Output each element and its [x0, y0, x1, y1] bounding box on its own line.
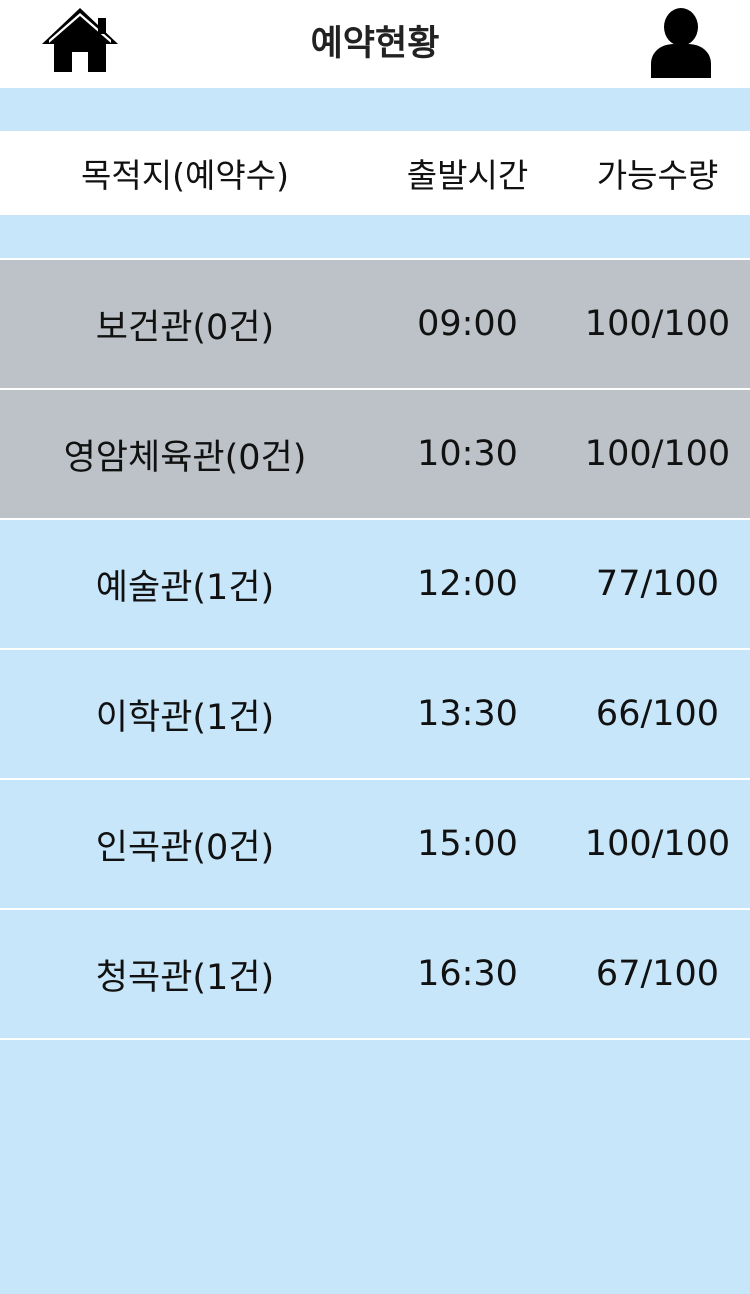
table-bottom-divider — [0, 1038, 750, 1040]
column-header-capacity: 가능수량 — [596, 156, 719, 195]
table-row[interactable]: 보건관(0건) 09:00 100/100 — [0, 258, 750, 388]
column-header-destination: 목적지(예약수) — [81, 156, 289, 195]
destination-cell: 영암체육관(0건) — [63, 437, 307, 478]
destination-cell: 청곡관(1건) — [95, 957, 275, 998]
destination-cell: 인곡관(0건) — [95, 827, 275, 868]
table-row[interactable]: 영암체육관(0건) 10:30 100/100 — [0, 388, 750, 518]
capacity-cell: 77/100 — [595, 564, 720, 604]
capacity-cell: 67/100 — [595, 954, 720, 994]
table-row[interactable]: 청곡관(1건) 16:30 67/100 — [0, 908, 750, 1038]
departure-cell: 09:00 — [417, 304, 518, 344]
departure-cell: 15:00 — [417, 824, 518, 864]
reservation-table: 보건관(0건) 09:00 100/100 영암체육관(0건) 10:30 10… — [0, 258, 750, 1040]
departure-cell: 12:00 — [417, 564, 518, 604]
table-row[interactable]: 이학관(1건) 13:30 66/100 — [0, 648, 750, 778]
capacity-cell: 66/100 — [595, 694, 720, 734]
capacity-cell: 100/100 — [584, 824, 731, 864]
departure-cell: 16:30 — [417, 954, 518, 994]
top-bar: 예약현황 — [0, 0, 750, 88]
departure-cell: 10:30 — [417, 434, 518, 474]
profile-button[interactable] — [648, 6, 714, 80]
capacity-cell: 100/100 — [584, 304, 731, 344]
destination-cell: 보건관(0건) — [95, 307, 275, 348]
departure-cell: 13:30 — [417, 694, 518, 734]
table-header: 목적지(예약수) 출발시간 가능수량 — [0, 131, 750, 215]
home-button[interactable] — [40, 6, 120, 78]
table-row[interactable]: 예술관(1건) 12:00 77/100 — [0, 518, 750, 648]
capacity-cell: 100/100 — [584, 434, 731, 474]
column-header-departure: 출발시간 — [406, 156, 529, 195]
destination-cell: 이학관(1건) — [95, 697, 275, 738]
table-row[interactable]: 인곡관(0건) 15:00 100/100 — [0, 778, 750, 908]
destination-cell: 예술관(1건) — [95, 567, 275, 608]
home-icon — [42, 8, 118, 72]
user-icon — [651, 8, 711, 78]
